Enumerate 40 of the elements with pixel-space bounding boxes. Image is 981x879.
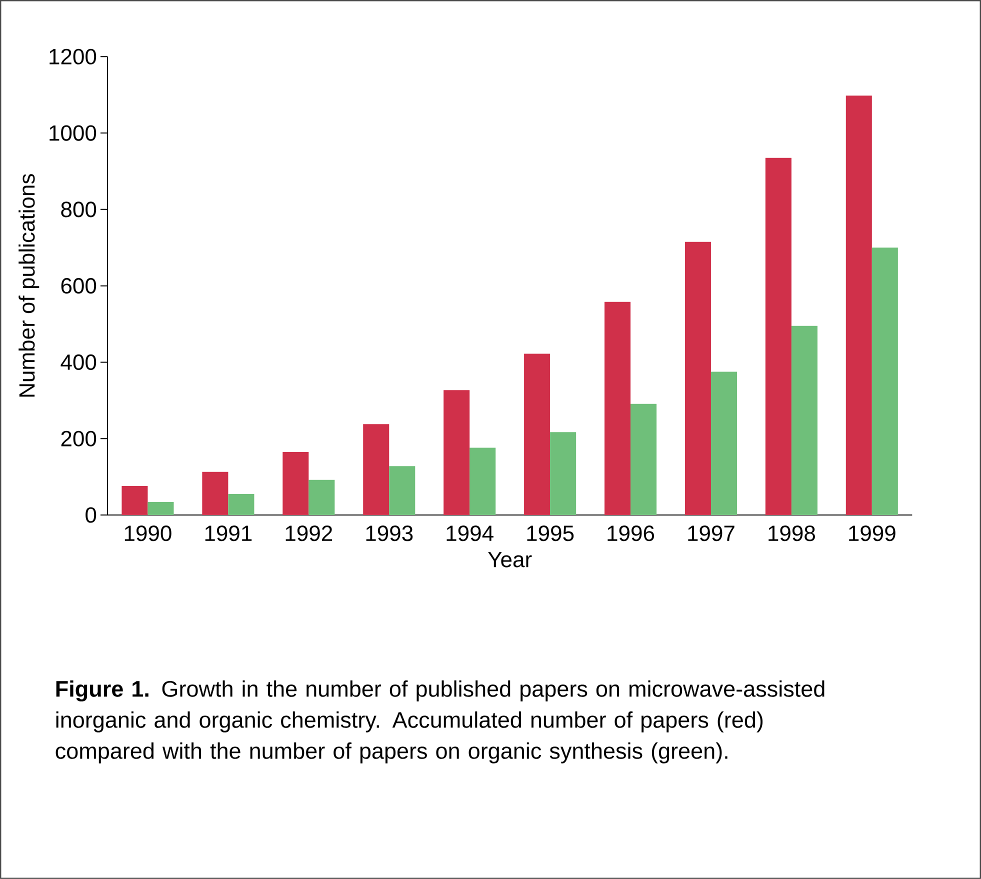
bar [202, 472, 228, 516]
bar [791, 326, 818, 516]
bar [872, 248, 898, 516]
bar [630, 404, 657, 516]
bar [710, 372, 738, 516]
y-tick-label: 1200 [50, 48, 96, 64]
y-tick-label: 200 [61, 430, 96, 446]
bar [308, 480, 335, 516]
bar [228, 494, 254, 516]
text: Figure 1. Growth in the number of published papers on microwave-assisted inorganic and organic chemistry. Accumulated number of papers (red) compared with the number of papers on organic synthesis (green). [56, 680, 824, 764]
bar [524, 354, 550, 516]
x-tick-label: 1999 [849, 526, 896, 542]
bar [604, 302, 631, 516]
y-tick-label: 0 [86, 507, 96, 523]
bar [684, 242, 711, 516]
x-tick-label: 1995 [527, 526, 574, 542]
bar [363, 424, 390, 516]
y-tick-label: 1000 [50, 125, 96, 141]
y-tick-label: 600 [61, 278, 96, 294]
y-tick-label: 400 [60, 354, 96, 370]
bar [122, 486, 148, 516]
x-tick-label: 1993 [366, 526, 413, 542]
x-tick-label: 1990 [124, 526, 172, 542]
bar [765, 158, 792, 516]
bar [282, 452, 309, 516]
x-tick-label: 1991 [205, 526, 252, 542]
y-tick-label: 800 [61, 202, 96, 218]
x-tick-label: 1998 [768, 526, 815, 542]
bar [846, 96, 872, 516]
bar [444, 390, 470, 516]
bar [550, 432, 576, 516]
x-tick-label: 1994 [446, 526, 494, 542]
bar [148, 502, 174, 516]
bar [470, 448, 496, 516]
y-axis-title: Number of publications [18, 174, 40, 397]
x-axis-title: Year [488, 552, 532, 568]
x-tick-label: 1997 [688, 526, 734, 542]
x-tick-label: 1992 [286, 526, 332, 542]
x-tick-label: 1996 [608, 526, 654, 542]
bar [389, 466, 416, 516]
